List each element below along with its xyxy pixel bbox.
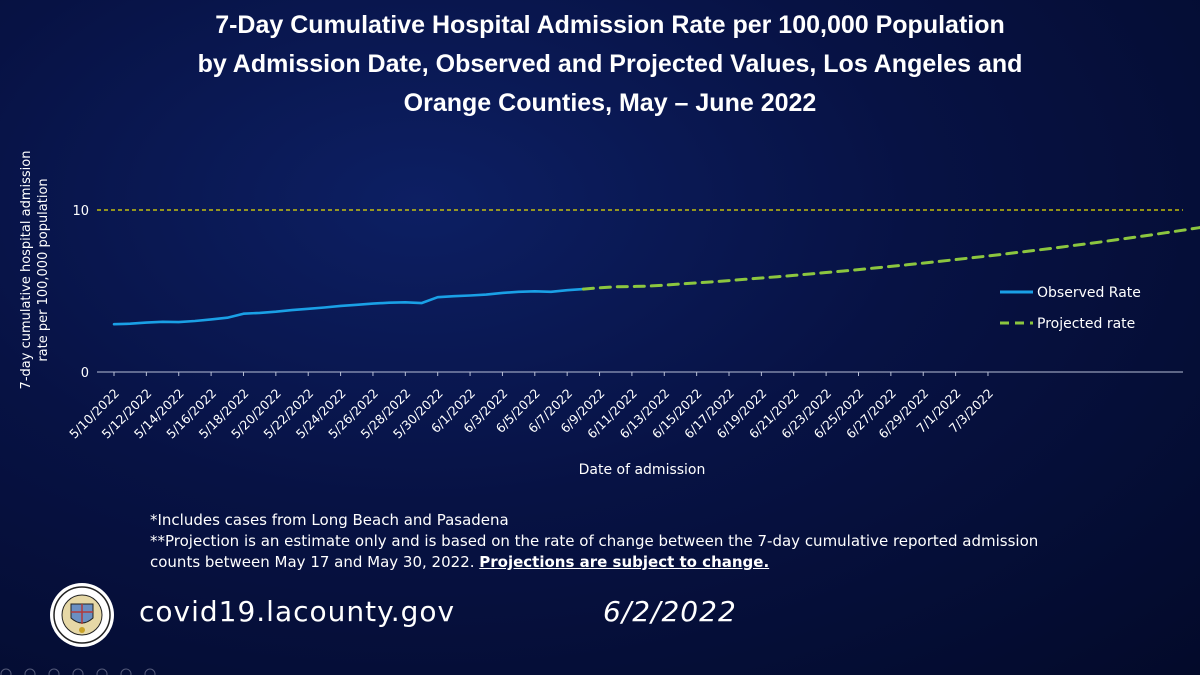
projected-rate-point xyxy=(987,255,989,257)
footnote-1: *Includes cases from Long Beach and Pasa… xyxy=(150,511,509,529)
observed-rate-point xyxy=(162,321,164,323)
projected-rate-point xyxy=(615,286,617,288)
projected-rate-point xyxy=(598,287,600,289)
projected-rate-point xyxy=(825,271,827,273)
footnote-2: **Projection is an estimate only and is … xyxy=(150,532,1039,550)
projected-rate-point xyxy=(1019,251,1021,253)
observed-rate-point xyxy=(226,317,228,319)
projected-rate-point xyxy=(1197,227,1199,229)
slide-pen-icon[interactable] xyxy=(48,668,60,675)
observed-rate-point xyxy=(340,305,342,307)
y-tick-label: 10 xyxy=(72,204,89,219)
projected-rate-point xyxy=(631,285,633,287)
observed-rate-point xyxy=(388,302,390,304)
line-chart: 7-day cumulative hospital admission rate… xyxy=(19,151,1200,478)
projected-rate-point xyxy=(1100,241,1102,243)
website-url: covid19.lacounty.gov xyxy=(139,595,456,628)
observed-rate-point xyxy=(356,304,358,306)
observed-rate-point xyxy=(194,320,196,322)
observed-rate-point xyxy=(469,294,471,296)
observed-rate-point xyxy=(242,313,244,315)
projected-rate-point xyxy=(647,285,649,287)
projected-rate-point xyxy=(663,284,665,286)
projected-rate-point xyxy=(1003,253,1005,255)
observed-rate-point xyxy=(307,308,309,310)
projected-rate-point xyxy=(1052,247,1054,249)
chart-title-line-1: 7-Day Cumulative Hospital Admission Rate… xyxy=(215,11,1005,39)
x-axis-title: Date of admission xyxy=(579,462,706,478)
projected-rate-line xyxy=(581,226,1200,291)
footnote-3-text: counts between May 17 and May 30, 2022. xyxy=(150,553,480,571)
slide-nav-back-icon[interactable] xyxy=(0,668,12,675)
y-axis-title-line-2: rate per 100,000 population xyxy=(36,178,51,361)
projected-rate-point xyxy=(857,269,859,271)
footnote-3: counts between May 17 and May 30, 2022. … xyxy=(150,552,1038,573)
observed-rate-point xyxy=(129,323,131,325)
projected-rate-point xyxy=(1068,245,1070,247)
observed-rate-point xyxy=(437,296,439,298)
observed-rate-point xyxy=(210,318,212,320)
slide-zoom-icon[interactable] xyxy=(96,668,108,675)
observed-rate-point xyxy=(259,312,261,314)
projected-rate-point xyxy=(1084,243,1086,245)
observed-rate-point xyxy=(145,322,147,324)
observed-rate-point xyxy=(453,295,455,297)
projected-rate-point xyxy=(744,278,746,280)
observed-rate-point xyxy=(178,321,180,323)
projected-rate-point xyxy=(874,267,876,269)
slide-menu-icon[interactable] xyxy=(72,668,84,675)
slide-controls xyxy=(0,668,156,675)
projected-rate-point xyxy=(1149,234,1151,236)
observed-rate-point xyxy=(372,303,374,305)
projected-rate-point xyxy=(922,262,924,264)
projected-rate-point xyxy=(728,280,730,282)
observed-rate-point xyxy=(501,292,503,294)
report-date: 6/2/2022 xyxy=(603,595,737,628)
projected-rate-point xyxy=(1035,249,1037,251)
projected-rate-point xyxy=(679,283,681,285)
slide-more-icon[interactable] xyxy=(120,668,132,675)
observed-rate-point xyxy=(534,290,536,292)
projected-rate-point xyxy=(760,277,762,279)
projected-rate-point xyxy=(1165,232,1167,234)
observed-rate-point xyxy=(323,306,325,308)
projected-rate-point xyxy=(777,276,779,278)
observed-rate-point xyxy=(485,294,487,296)
projected-rate-point xyxy=(1116,239,1118,241)
footnotes: *Includes cases from Long Beach and Pasa… xyxy=(150,510,1038,573)
chart-title: 7-Day Cumulative Hospital Admission Rate… xyxy=(0,6,1200,123)
observed-rate-point xyxy=(420,302,422,304)
projected-rate-point xyxy=(809,273,811,275)
projection-disclaimer: Projections are subject to change. xyxy=(479,553,770,571)
projected-rate-point xyxy=(793,274,795,276)
observed-rate-point xyxy=(113,323,115,325)
observed-rate-point xyxy=(550,291,552,293)
chart-title-line-2: by Admission Date, Observed and Projecte… xyxy=(197,50,1023,78)
slide-extra-icon[interactable] xyxy=(144,668,156,675)
observed-rate-point xyxy=(518,291,520,293)
slide-nav-forward-icon[interactable] xyxy=(24,668,36,675)
projected-rate-point xyxy=(890,265,892,267)
projected-rate-point xyxy=(696,282,698,284)
projected-rate-point xyxy=(1181,229,1183,231)
legend-label-projected: Projected rate xyxy=(1037,316,1135,332)
observed-rate-point xyxy=(566,289,568,291)
observed-rate-point xyxy=(291,309,293,311)
projected-rate-point xyxy=(841,270,843,272)
projected-rate-point xyxy=(971,257,973,259)
y-axis-title-line-1: 7-day cumulative hospital admission xyxy=(19,151,34,390)
projected-rate-point xyxy=(1133,236,1135,238)
projected-rate-point xyxy=(712,281,714,283)
observed-rate-line xyxy=(112,287,585,326)
observed-rate-point xyxy=(275,311,277,313)
county-seal-icon xyxy=(50,583,114,647)
chart-title-line-3: Orange Counties, May – June 2022 xyxy=(403,89,817,117)
projected-rate-point xyxy=(906,264,908,266)
projected-rate-point xyxy=(582,288,584,290)
projected-rate-point xyxy=(938,260,940,262)
projected-rate-point xyxy=(955,259,957,261)
legend-label-observed: Observed Rate xyxy=(1037,285,1141,301)
observed-rate-point xyxy=(404,301,406,303)
y-tick-label: 0 xyxy=(81,366,89,381)
